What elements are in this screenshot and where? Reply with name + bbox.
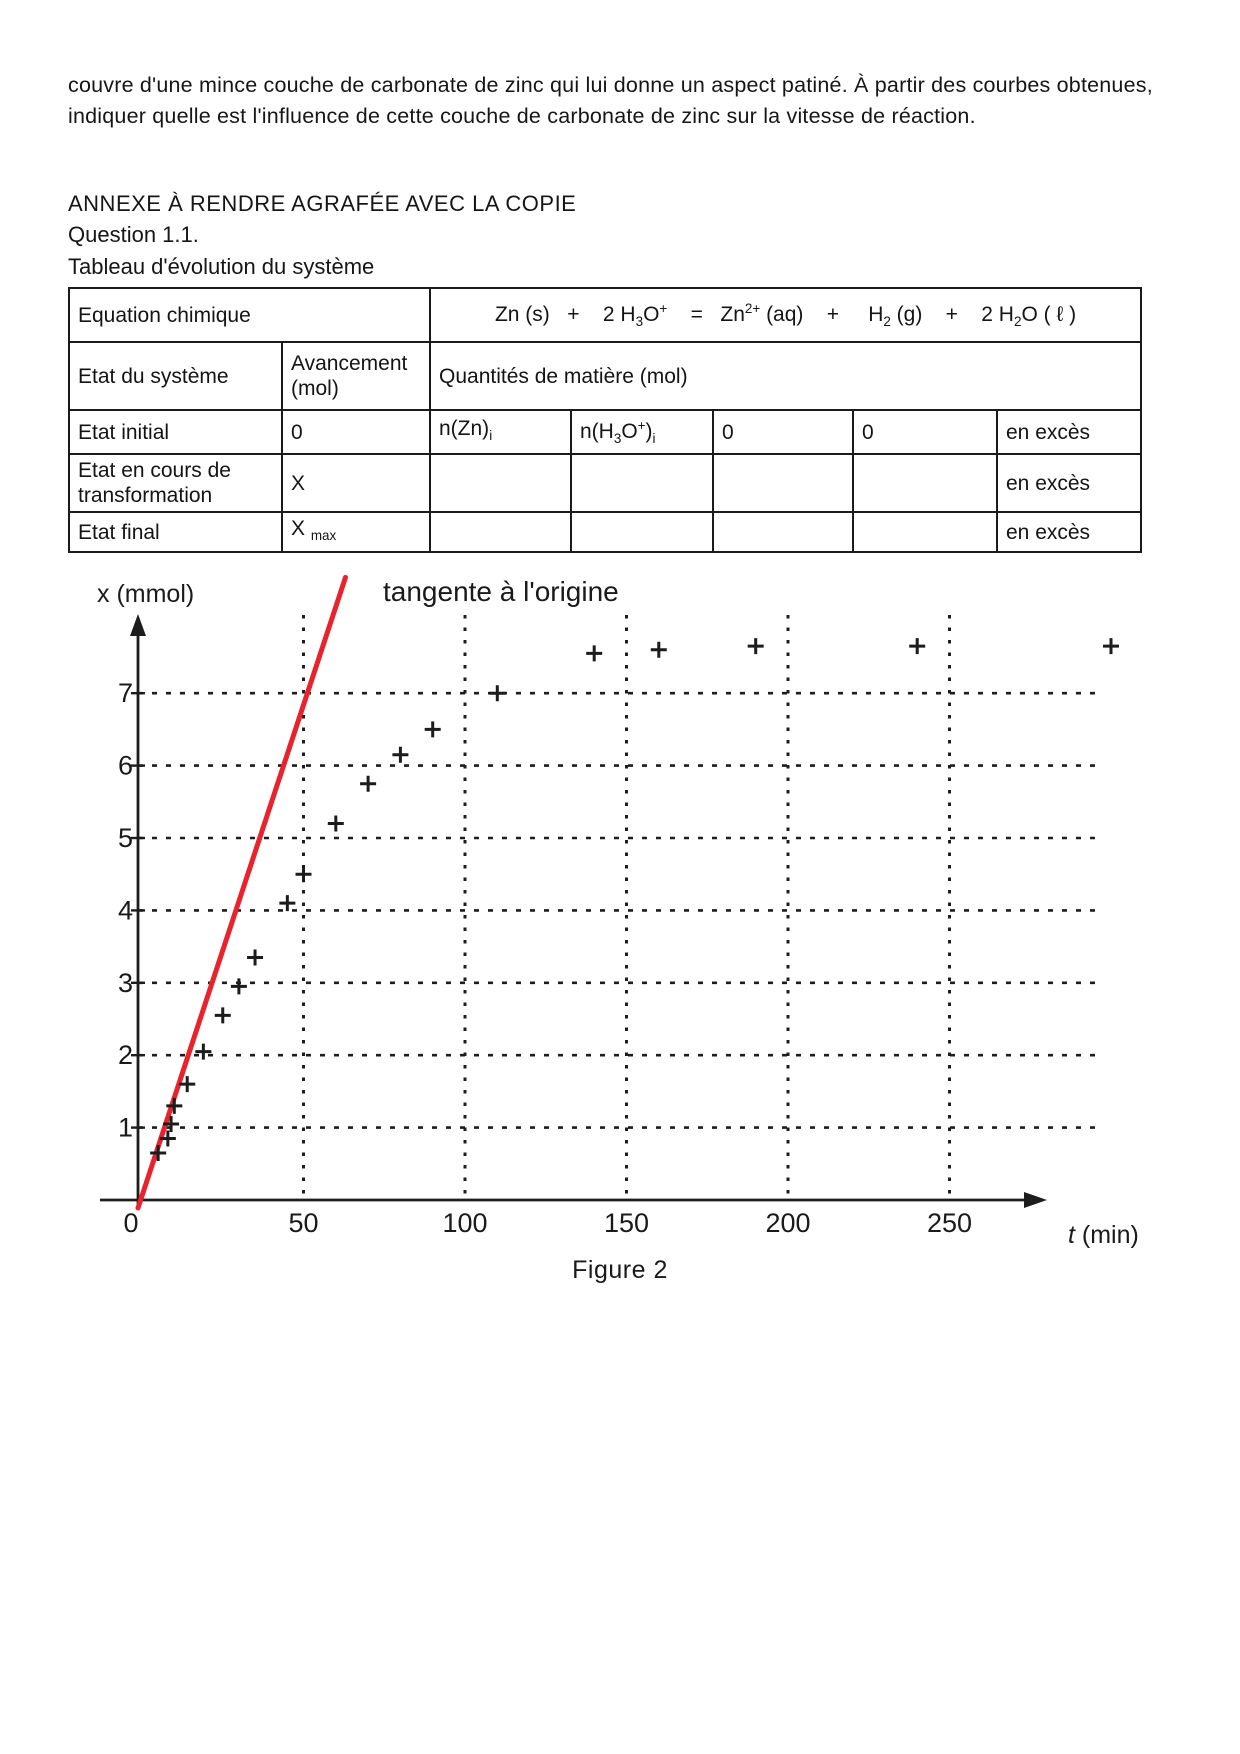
x-tick-label: 200 [765,1208,810,1238]
excess-cell: en excès [995,511,1143,554]
data-point-cross [489,685,506,702]
y-tick-label: 1 [118,1113,133,1143]
excess-cell: en excès [995,408,1143,456]
tangent-line [135,574,348,1211]
figure-caption: Figure 2 [572,1256,668,1284]
figure-2-chart: 1 2 3 4 5 6 7 0 50 100 150 200 250 tangente à l'origi… [97,574,1139,1249]
evolution-table: Equation chimique Zn (s) + 2 H3O+ = Zn2+… [68,287,1143,554]
avancement-cell: X [281,453,431,514]
y-tick-label: 6 [118,751,133,781]
data-point-cross [195,1043,212,1060]
data-point-cross [327,815,344,832]
data-point-cross [247,949,264,966]
avancement-cell: X max [281,511,431,554]
data-point-cross [163,1115,180,1132]
data-point-cross [150,1144,167,1161]
quantity-cell [852,511,998,554]
data-point-cross [360,775,377,792]
quantity-cell [712,511,854,554]
data-point-cross [392,746,409,763]
data-point-cross [424,721,441,738]
quantity-cell [429,511,572,554]
y-axis-title: x (mmol) [97,580,194,608]
table-row-in-progress: Etat en cours de transformation X en exc… [68,453,1143,514]
x-axis-title: t (min) [1068,1221,1139,1249]
question-label: Question 1.1. [68,222,199,247]
quantity-cell [570,511,714,554]
y-tick-label: 7 [118,678,133,708]
y-tick-label: 3 [118,968,133,998]
data-point-cross [909,638,926,655]
x-tick-label: 150 [604,1208,649,1238]
table-row-final: Etat final X max en excès [68,511,1143,554]
x-tick-label: 0 [123,1208,138,1238]
state-cell: Etat en cours de transformation [68,453,283,514]
data-point-cross [279,895,296,912]
quantity-cell [570,453,714,514]
quantity-cell [852,453,998,514]
state-cell: Etat final [68,511,283,554]
table-title: Tableau d'évolution du système [68,254,375,279]
data-point-cross [179,1076,196,1093]
y-tick-label: 5 [118,823,133,853]
data-point-cross [747,638,764,655]
state-cell: Etat initial [68,408,283,456]
intro-line-1: couvre d'une mince couche de carbonate d… [68,73,1153,97]
quantity-cell [712,453,854,514]
excess-cell: en excès [995,453,1143,514]
quantity-cell: n(H3O+)i [570,408,714,456]
data-point-cross [214,1007,231,1024]
annexe-heading: ANNEXE À RENDRE AGRAFÉE AVEC LA COPIE [68,191,577,216]
data-point-cross [650,641,667,658]
equation-row: Equation chimique Zn (s) + 2 H3O+ = Zn2+… [68,287,1143,343]
y-tick-label: 2 [118,1040,133,1070]
tangent-label: tangente à l'origine [383,576,619,607]
quantity-cell: 0 [712,408,854,456]
equation-label-cell: Equation chimique [68,287,431,343]
equation-cell: Zn (s) + 2 H3O+ = Zn2+ (aq) + H2 (g) + 2… [428,287,1143,343]
table-row-initial: Etat initial 0 n(Zn)i n(H3O+)i 0 0 en ex… [68,408,1143,456]
x-tick-label: 100 [442,1208,487,1238]
x-axis-arrow [1024,1192,1047,1208]
quantity-cell: 0 [852,408,998,456]
intro-paragraph: couvre d'une mince couche de carbonate d… [68,70,1153,132]
avancement-cell: 0 [281,408,431,456]
quantity-cell: n(Zn)i [429,408,572,456]
quantities-header-cell: Quantités de matière (mol) [428,341,1143,411]
x-tick-label: 250 [927,1208,972,1238]
data-point-cross [295,866,312,883]
y-tick-label: 4 [118,895,133,925]
quantity-cell [429,453,572,514]
intro-line-2: indiquer quelle est l'influence de cette… [68,104,976,128]
data-point-cross [1103,638,1119,655]
data-point-cross [159,1130,176,1147]
state-header-cell: Etat du système [68,341,283,411]
data-point-cross [230,978,247,995]
x-tick-label: 50 [288,1208,318,1238]
avancement-header-cell: Avancement (mol) [281,341,431,411]
y-axis-arrow [130,614,146,636]
header-row: Etat du système Avancement (mol) Quantit… [68,341,1143,411]
data-point-cross [166,1097,183,1114]
data-point-cross [586,645,603,662]
